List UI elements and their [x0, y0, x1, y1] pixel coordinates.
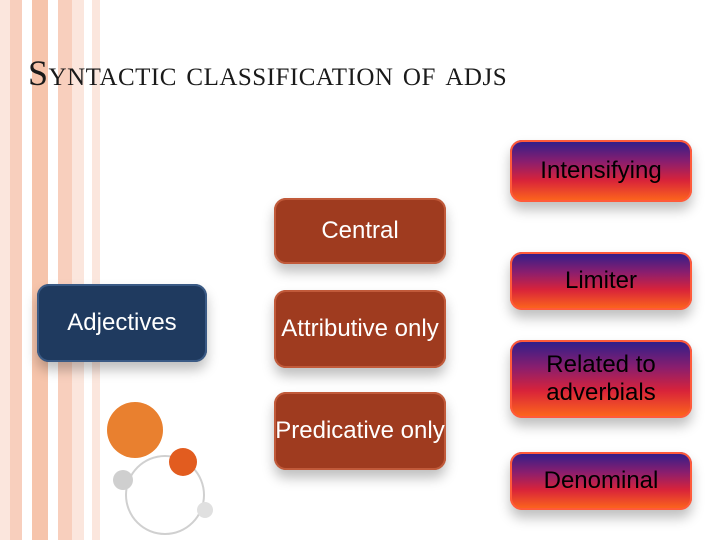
slide: Syntactic classification of adjs Adjecti…	[0, 0, 720, 540]
decor-circle	[113, 470, 133, 490]
decor-circle	[107, 402, 163, 458]
node-limiter: Limiter	[510, 252, 692, 310]
node-intensifying: Intensifying	[510, 140, 692, 202]
node-attributive: Attributive only	[274, 290, 446, 368]
node-label: Intensifying	[540, 157, 661, 185]
node-related: Related to adverbials	[510, 340, 692, 418]
node-label: Related to adverbials	[510, 351, 692, 406]
node-central: Central	[274, 198, 446, 264]
node-label: Attributive only	[281, 315, 438, 343]
stripe	[10, 0, 22, 540]
node-predicative: Predicative only	[274, 392, 446, 470]
stripe	[0, 0, 10, 540]
decor-circle	[169, 448, 197, 476]
node-label: Adjectives	[67, 309, 176, 337]
slide-title: Syntactic classification of adjs	[28, 52, 507, 94]
node-denominal: Denominal	[510, 452, 692, 510]
node-label: Limiter	[565, 267, 637, 295]
node-adjectives: Adjectives	[37, 284, 207, 362]
node-label: Central	[321, 217, 398, 245]
decor-circle	[197, 502, 213, 518]
node-label: Predicative only	[275, 417, 444, 445]
node-label: Denominal	[544, 467, 659, 495]
